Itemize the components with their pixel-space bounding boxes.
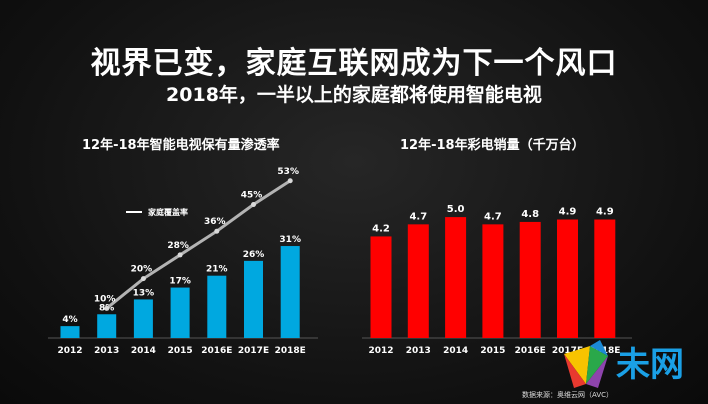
logo-text: 未网 — [616, 345, 684, 385]
left-bar — [97, 314, 117, 338]
left-bar-value-label: 26% — [243, 250, 265, 260]
right-x-tick-label: 2012 — [368, 346, 393, 356]
coverage-value-label: 20% — [131, 265, 153, 275]
left-x-tick-label: 2016E — [201, 346, 232, 356]
left-bar-value-label: 13% — [133, 288, 155, 298]
left-bar — [60, 326, 80, 338]
coverage-value-label: 36% — [204, 217, 226, 227]
coverage-point — [140, 276, 146, 282]
left-bar — [133, 299, 153, 338]
right-bar — [445, 217, 467, 338]
right-bar — [407, 224, 429, 338]
left-bar — [280, 246, 300, 338]
left-x-tick-label: 2015 — [168, 346, 193, 356]
right-x-tick-label: 2013 — [406, 346, 431, 356]
left-bar-value-label: 31% — [279, 235, 301, 245]
right-bar-value-label: 5.0 — [447, 204, 465, 215]
right-x-tick-label: 2015 — [480, 346, 505, 356]
coverage-value-label: 28% — [167, 241, 189, 251]
right-bar — [594, 219, 616, 338]
left-bar-value-label: 21% — [206, 265, 228, 275]
legend-label: 家庭覆盖率 — [148, 207, 188, 217]
left-chart-title: 12年-18年智能电视保有量渗透率 — [82, 138, 280, 153]
right-bar-value-label: 4.7 — [409, 211, 427, 222]
coverage-line — [105, 179, 292, 310]
right-x-tick-label: 2016E — [515, 346, 546, 356]
right-bar — [557, 219, 578, 338]
left-x-tick-label: 2017E — [238, 346, 269, 356]
left-bar-value-label: 4% — [62, 315, 77, 325]
right-bar — [519, 221, 541, 338]
coverage-value-label: 45% — [241, 191, 263, 201]
left-x-tick-label: 2012 — [57, 346, 82, 356]
left-chart: 4%20128%201313%201417%201521%2016E26%201… — [48, 167, 318, 356]
site-logo: 未网 — [564, 340, 684, 388]
right-x-tick-label: 2017E — [552, 346, 583, 356]
coverage-value-label: 10% — [94, 294, 116, 304]
right-bar — [370, 236, 392, 338]
data-source: 数据来源：奥维云网（AVC） — [522, 391, 614, 399]
coverage-point — [214, 228, 220, 234]
left-x-tick-label: 2014 — [131, 346, 156, 356]
right-chart-title: 12年-18年彩电销量（千万台） — [400, 138, 585, 153]
coverage-point — [251, 202, 256, 207]
left-x-tick-label: 2018E — [275, 346, 306, 356]
left-bar — [170, 287, 190, 338]
coverage-point — [177, 252, 183, 258]
page-subtitle: 2018年，一半以上的家庭都将使用智能电视 — [166, 84, 542, 106]
page-title: 视界已变，家庭互联网成为下一个风口 — [90, 46, 618, 81]
right-x-tick-label: 2014 — [443, 346, 468, 356]
left-x-tick-label: 2013 — [94, 346, 119, 356]
right-bar-value-label: 4.9 — [596, 207, 614, 218]
right-bar-value-label: 4.2 — [372, 223, 390, 234]
coverage-point — [104, 305, 110, 311]
right-bar-value-label: 4.9 — [559, 207, 577, 218]
right-bar-value-label: 4.7 — [484, 211, 502, 222]
coverage-value-label: 53% — [277, 167, 299, 177]
right-bar-value-label: 4.8 — [521, 209, 539, 220]
right-bar — [482, 224, 504, 338]
left-bar — [207, 275, 227, 338]
left-bar — [244, 260, 263, 338]
left-bar-value-label: 17% — [169, 277, 191, 287]
coverage-point — [287, 178, 293, 184]
right-chart: 4.2 2012 4.7 2013 5.0 2014 4.7 2015 4.8 2016E 4.9 2… — [362, 204, 632, 356]
